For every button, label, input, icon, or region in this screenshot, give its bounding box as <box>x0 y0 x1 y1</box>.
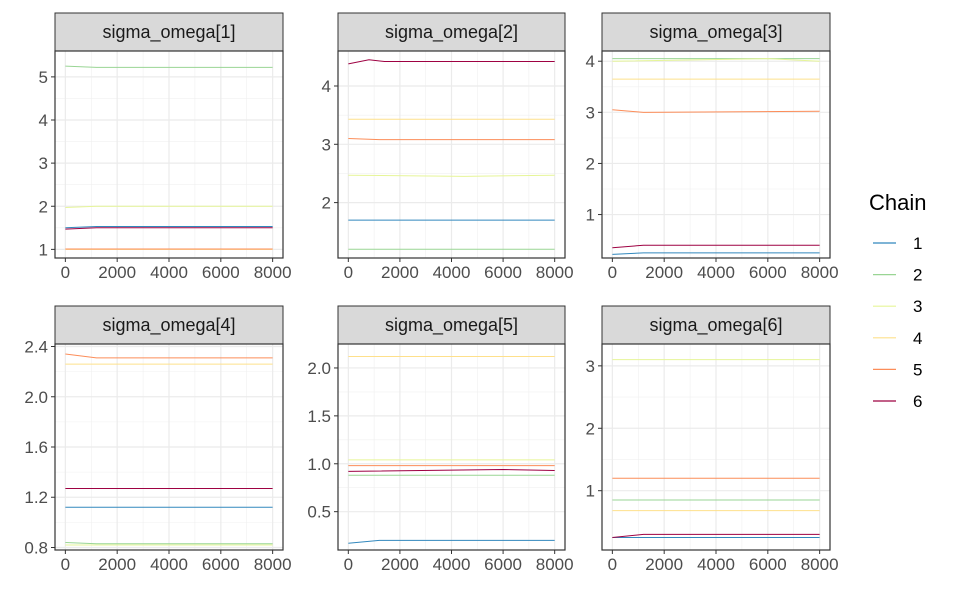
y-tick-label: 2.0 <box>307 359 331 378</box>
facet-panel: sigma_omega[1] 0 2000 4000 6000 8000 1 2 3 4 5 <box>39 12 292 282</box>
trace-line-chain-3 <box>65 205 273 209</box>
trace-line-chain-6 <box>612 533 820 539</box>
trace-line-chain-6 <box>348 59 555 65</box>
trace-line-chain-1 <box>65 226 273 229</box>
x-tick-label: 4000 <box>150 263 188 282</box>
y-tick-label: 2 <box>39 197 48 216</box>
x-tick-label: 2000 <box>645 555 683 574</box>
x-tick-label: 6000 <box>202 555 240 574</box>
trace-line-chain-5 <box>348 137 555 141</box>
y-tick-label: 3 <box>586 357 595 376</box>
trace-line-chain-5 <box>65 353 273 359</box>
trace-line-chain-3 <box>612 58 820 62</box>
legend-label: 6 <box>913 392 922 411</box>
y-tick-label: 4 <box>322 77 331 96</box>
x-tick-label: 8000 <box>801 555 839 574</box>
facet-panel: sigma_omega[2] 0 2000 4000 6000 8000 2 3 4 <box>322 12 574 282</box>
y-tick-label: 4 <box>586 52 595 71</box>
x-tick-label: 0 <box>608 555 617 574</box>
legend-label: 5 <box>913 360 922 379</box>
facet-panel: sigma_omega[6] 0 2000 4000 6000 8000 1 2 3 <box>586 305 839 574</box>
y-tick-label: 3 <box>322 135 331 154</box>
y-tick-label: 2 <box>322 194 331 213</box>
x-tick-label: 0 <box>344 263 353 282</box>
x-tick-label: 0 <box>608 263 617 282</box>
y-tick-label: 1.5 <box>307 407 331 426</box>
x-tick-label: 4000 <box>433 555 471 574</box>
legend: Chain 1 2 3 4 5 6 <box>869 190 926 411</box>
trace-line-chain-5 <box>612 109 820 113</box>
x-tick-label: 8000 <box>536 263 574 282</box>
x-tick-label: 4000 <box>433 263 471 282</box>
trace-line-chain-6 <box>348 469 555 472</box>
facet-panel: sigma_omega[5] 0 2000 4000 6000 8000 0.5 1.0 1.5… <box>307 305 574 574</box>
facet-strip <box>337 305 566 345</box>
y-tick-label: 3 <box>39 154 48 173</box>
facet-title: sigma_omega[2] <box>385 22 518 43</box>
legend-label: 2 <box>913 266 922 285</box>
y-tick-label: 2.0 <box>24 388 48 407</box>
y-tick-label: 4 <box>39 111 48 130</box>
x-tick-label: 0 <box>61 555 70 574</box>
x-tick-label: 2000 <box>381 555 419 574</box>
trace-line-chain-2 <box>65 541 273 545</box>
y-tick-label: 3 <box>586 103 595 122</box>
x-tick-label: 2000 <box>381 263 419 282</box>
y-tick-label: 1.2 <box>24 488 48 507</box>
x-tick-label: 6000 <box>484 555 522 574</box>
x-tick-label: 6000 <box>484 263 522 282</box>
facet-panel: sigma_omega[4] 0 2000 4000 6000 8000 0.8 1.2 1.6… <box>24 305 292 574</box>
legend-label: 4 <box>913 329 922 348</box>
y-tick-label: 1.0 <box>307 455 331 474</box>
x-tick-label: 8000 <box>536 555 574 574</box>
facet-panel: sigma_omega[3] 0 2000 4000 6000 8000 1 2 3 4 <box>586 12 839 282</box>
trace-line-chain-1 <box>612 252 820 255</box>
x-tick-label: 6000 <box>202 263 240 282</box>
facet-title: sigma_omega[4] <box>102 315 235 336</box>
trace-line-chain-2 <box>65 65 273 68</box>
y-tick-label: 2 <box>586 154 595 173</box>
y-tick-label: 1 <box>586 482 595 501</box>
x-tick-label: 2000 <box>98 263 136 282</box>
legend-label: 1 <box>913 234 922 253</box>
x-tick-label: 4000 <box>697 555 735 574</box>
facet-title: sigma_omega[1] <box>102 22 235 43</box>
x-tick-label: 4000 <box>697 263 735 282</box>
x-tick-label: 2000 <box>98 555 136 574</box>
x-tick-label: 6000 <box>749 263 787 282</box>
x-tick-label: 0 <box>61 263 70 282</box>
facet-strip <box>54 12 284 52</box>
facet-title: sigma_omega[3] <box>649 22 782 43</box>
y-tick-label: 0.5 <box>307 503 331 522</box>
y-tick-label: 2 <box>586 419 595 438</box>
facet-title: sigma_omega[5] <box>385 315 518 336</box>
y-tick-label: 1.6 <box>24 438 48 457</box>
x-tick-label: 8000 <box>254 555 292 574</box>
y-tick-label: 1 <box>586 206 595 225</box>
x-tick-label: 6000 <box>749 555 787 574</box>
legend-label: 3 <box>913 297 922 316</box>
y-tick-label: 5 <box>39 68 48 87</box>
x-tick-label: 2000 <box>645 263 683 282</box>
trace-line-chain-6 <box>65 227 273 230</box>
facet-strip <box>601 305 831 345</box>
y-tick-label: 2.4 <box>24 338 48 357</box>
facet-title: sigma_omega[6] <box>649 315 782 336</box>
trace-line-chain-6 <box>612 244 820 249</box>
legend-title: Chain <box>869 190 926 215</box>
x-tick-label: 0 <box>344 555 353 574</box>
x-tick-label: 8000 <box>801 263 839 282</box>
x-tick-label: 4000 <box>150 555 188 574</box>
y-tick-label: 0.8 <box>24 538 48 557</box>
trace-line-chain-3 <box>348 174 555 177</box>
y-tick-label: 1 <box>39 240 48 259</box>
x-tick-label: 8000 <box>254 263 292 282</box>
trace-line-chain-1 <box>348 539 555 544</box>
